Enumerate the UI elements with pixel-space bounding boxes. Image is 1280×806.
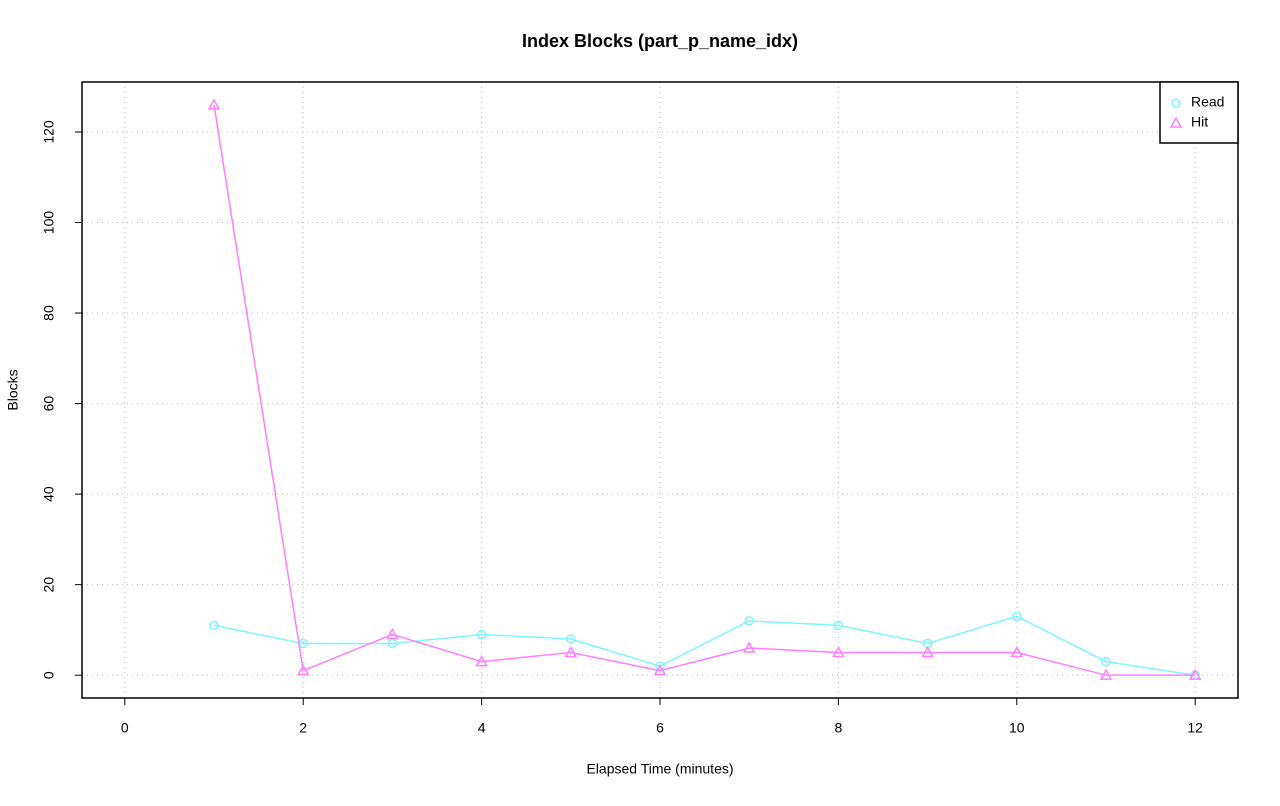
line: [213, 615, 1196, 676]
point: [476, 629, 487, 640]
y-tick-label: 100: [41, 211, 57, 235]
legend-marker: [1169, 116, 1183, 128]
legend-label: Hit: [1191, 114, 1208, 130]
y-axis-label: Blocks: [5, 369, 21, 410]
x-tick-label: 4: [478, 720, 486, 736]
legend-box: [1159, 81, 1239, 144]
point: [564, 646, 578, 658]
plot-frame: [81, 81, 1239, 699]
point: [1012, 611, 1022, 622]
y-tick-label: 60: [41, 396, 57, 412]
point: [744, 616, 754, 626]
point: [1188, 668, 1202, 680]
chart-title: Index Blocks (part_p_name_idx): [522, 31, 798, 51]
x-tick-label: 12: [1187, 720, 1203, 736]
point: [833, 620, 844, 631]
point: [209, 620, 219, 631]
point: [386, 627, 399, 640]
point: [1010, 646, 1024, 658]
x-axis-label: Elapsed Time (minutes): [586, 761, 733, 777]
line: [213, 104, 1196, 676]
y-tick-label: 120: [41, 120, 57, 144]
point: [296, 664, 310, 676]
point: [742, 641, 756, 653]
y-tick-label: 40: [41, 486, 57, 502]
x-tick-label: 8: [834, 720, 842, 736]
point: [566, 634, 576, 644]
x-tick-label: 10: [1009, 720, 1025, 736]
point: [921, 646, 934, 658]
y-tick-label: 80: [41, 305, 57, 321]
point: [832, 646, 845, 658]
point: [1101, 656, 1111, 667]
point: [475, 655, 488, 667]
x-tick-label: 2: [299, 720, 307, 736]
legend-label: Read: [1191, 94, 1224, 110]
x-tick-label: 6: [656, 720, 664, 736]
point: [653, 664, 667, 676]
point: [207, 98, 221, 110]
y-tick-label: 0: [41, 671, 57, 679]
legend-marker: [1171, 98, 1181, 108]
point: [387, 638, 398, 649]
y-tick-label: 20: [41, 577, 57, 593]
point: [1099, 668, 1113, 680]
x-tick-label: 0: [121, 720, 129, 736]
